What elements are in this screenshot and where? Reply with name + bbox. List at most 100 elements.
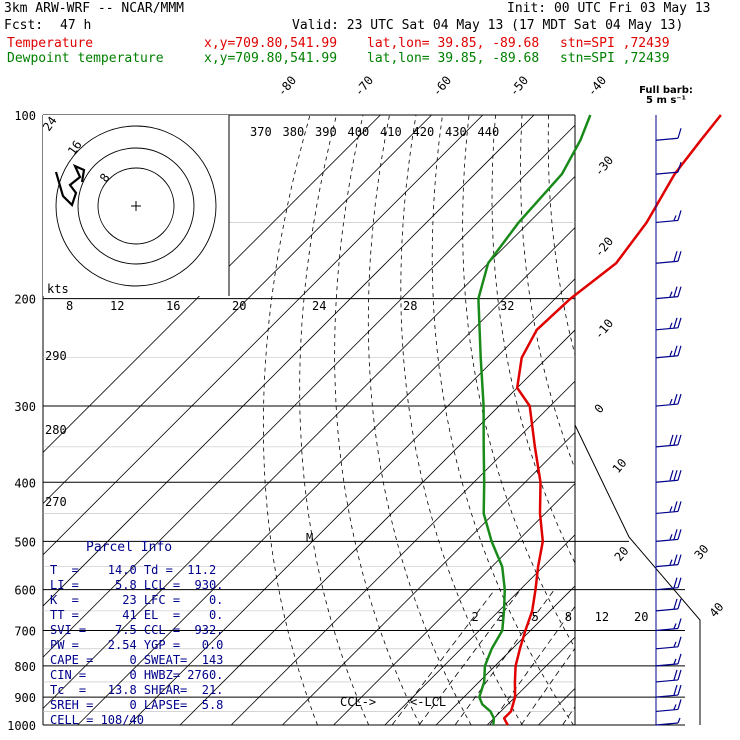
- parcel-row-4: TT = 41 EL = 0.: [50, 608, 224, 622]
- dew-latlon: lat,lon= 39.85, -89.68: [367, 51, 540, 66]
- parcel-info-title: Parcel Info: [86, 540, 173, 555]
- wind-barb-flag: [673, 286, 678, 297]
- mixing-ratio-label: 3: [497, 610, 504, 624]
- hodograph-trace: [54, 163, 86, 208]
- barb-scale-line2: 5 m s⁻¹: [646, 95, 686, 106]
- wind-barb-shaft: [655, 444, 679, 448]
- wind-barb: [655, 598, 682, 612]
- hodograph-axis-label: 8: [66, 299, 73, 313]
- theta-left-label: 290: [45, 349, 67, 363]
- dewpoint-profile: [477, 114, 592, 726]
- isotherm--40: [230, 380, 575, 725]
- theta-label: 430: [445, 125, 467, 139]
- isotherm--100: [43, 115, 535, 607]
- isotherm--50: [179, 329, 575, 725]
- wind-barb-shaft: [655, 510, 679, 515]
- hodograph-axis-label: 12: [110, 299, 124, 313]
- isotherm--70: [77, 227, 575, 725]
- model-title: 3km ARW-WRF -- NCAR/MMM: [4, 1, 185, 16]
- wind-barb-flag: [677, 501, 682, 512]
- wind-barb-shaft: [655, 663, 679, 667]
- parcel-row-10: SREH = 0 LAPSE= 5.8: [50, 698, 224, 712]
- wind-barb-shaft: [655, 296, 679, 300]
- isotherm-label: 30: [692, 542, 712, 562]
- hodograph-ring: [55, 125, 217, 287]
- wind-barb-flag: [677, 554, 682, 565]
- theta-label: 420: [413, 125, 435, 139]
- wind-barb-shaft: [655, 679, 679, 683]
- dew-xy: x,y=709.80,541.99: [204, 51, 338, 66]
- parcel-row-2: LI = 5.8 LCL = 930.: [50, 578, 224, 592]
- isotherm-label: -10: [592, 316, 617, 342]
- theta-label: 380: [283, 125, 305, 139]
- wind-barb-flag: [677, 618, 682, 629]
- isotherm-label: -60: [430, 73, 455, 99]
- temp-latlon: lat,lon= 39.85, -89.68: [367, 36, 540, 51]
- pressure-label-900: 900: [14, 691, 36, 705]
- hodograph-ring: [77, 147, 195, 265]
- hodograph-ring-label: 24: [40, 114, 60, 134]
- wind-barb: [655, 577, 682, 591]
- parcel-row-7: CAPE = 0 SWEAT= 143: [50, 653, 224, 667]
- wind-barb-flag: [673, 529, 678, 540]
- wind-barb: [655, 554, 682, 568]
- wind-barb-flag: [673, 470, 678, 481]
- lcl-marker: <-LCL: [410, 695, 446, 709]
- wind-barb: [655, 286, 682, 300]
- wind-barb-flag: [677, 669, 682, 681]
- mixing-ratio-label: 8: [565, 610, 572, 624]
- parcel-row-5: SVI = 7.5 CCL = 932.: [50, 623, 224, 637]
- temp-stn: stn=SPI ,72439: [560, 36, 670, 51]
- isotherm-label: 10: [610, 456, 630, 476]
- dry-adiabat: [681, 115, 740, 725]
- wind-barb-flag: [673, 598, 678, 610]
- wind-barb-shaft: [655, 538, 679, 542]
- dry-adiabat: [431, 115, 574, 725]
- isotherm-label: 40: [707, 600, 727, 620]
- theta-label: 400: [348, 125, 370, 139]
- pressure-label-300: 300: [14, 400, 36, 414]
- wind-barb-flag: [673, 434, 678, 446]
- isotherm-label: -20: [592, 234, 617, 260]
- m-marker: M: [306, 531, 313, 545]
- isotherm-label: -70: [352, 73, 377, 99]
- wind-barb-flag: [673, 501, 678, 512]
- wind-barb-flag: [673, 623, 677, 629]
- wind-barb-flag: [669, 506, 673, 512]
- isotherm--110: [43, 115, 484, 556]
- wind-barb-flag: [677, 210, 682, 221]
- pressure-label-500: 500: [14, 535, 36, 549]
- mixing-ratio-label: 12: [595, 610, 609, 624]
- theta-label: 440: [478, 125, 500, 139]
- pressure-label-1000: 1000: [7, 719, 36, 733]
- wind-barb-shaft: [655, 564, 679, 568]
- wind-barb-flag: [669, 434, 674, 446]
- parcel-row-9: Tc = 13.8 SHEAR= 21.: [50, 683, 224, 697]
- sounding-profiles: [477, 114, 722, 726]
- dewpoint-legend: Dewpoint temperature: [7, 51, 164, 66]
- wind-barb-shaft: [655, 587, 679, 591]
- wind-barb: [655, 501, 682, 515]
- wind-barb-shaft: [655, 137, 679, 141]
- dry-adiabat: [734, 115, 740, 725]
- wind-barb-flag: [673, 704, 677, 710]
- mixing-ratio-line: [418, 589, 521, 725]
- wind-barb-flag: [669, 559, 673, 565]
- parcel-row-8: CIN = 0 HWBZ= 2760.: [50, 668, 224, 682]
- isotherm--90: [43, 124, 575, 658]
- wind-barb: [655, 393, 682, 407]
- mixing-ratio-line: [391, 589, 496, 725]
- wind-barb-flag: [669, 534, 673, 540]
- dry-adiabat: [547, 115, 575, 357]
- pressure-label-600: 600: [14, 584, 36, 598]
- hodograph-ring: [97, 167, 175, 245]
- wind-barb-flag: [673, 641, 677, 648]
- wind-barb: [655, 251, 682, 264]
- hodograph-unit: kts: [47, 282, 69, 296]
- hodograph-axis-label: 32: [500, 299, 514, 313]
- wind-barb-shaft: [655, 608, 679, 612]
- wind-barb-flag: [677, 393, 682, 405]
- hodograph-axis-label: 28: [403, 299, 417, 313]
- barb-scale-note: Full barb: 5 m s⁻¹: [636, 86, 696, 106]
- wind-barbs: [655, 115, 682, 726]
